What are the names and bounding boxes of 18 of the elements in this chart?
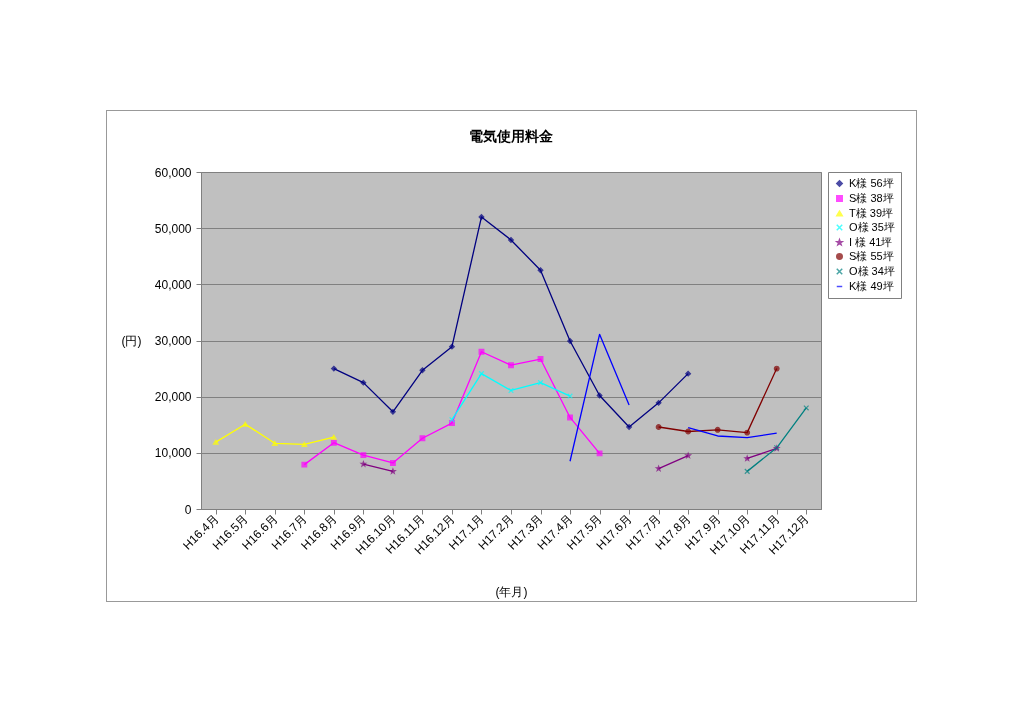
legend-label: K様 56坪 <box>849 176 894 189</box>
y-tick-label: 50,000 <box>154 221 192 236</box>
legend-label: S様 55坪 <box>849 249 894 262</box>
legend-label: O様 34坪 <box>849 264 895 277</box>
y-tick-label: 30,000 <box>154 334 192 348</box>
x-axis-title: (年月) <box>495 584 528 599</box>
y-tick-label: 10,000 <box>154 446 192 461</box>
legend-label: K様 49坪 <box>849 279 894 292</box>
y-axis-title: (円) <box>121 333 142 348</box>
legend-label: T様 39坪 <box>849 206 894 219</box>
y-tick-label: 60,000 <box>154 165 192 180</box>
legend-label: O様 35坪 <box>849 220 895 233</box>
legend-label: S様 38坪 <box>849 191 894 204</box>
y-tick-label: 40,000 <box>154 277 192 292</box>
y-tick-label: 0 <box>184 502 192 517</box>
legend-label: I 様 41坪 <box>849 235 893 248</box>
chart-title: 電気使用料金 <box>469 128 554 144</box>
y-tick-label: 20,000 <box>154 390 192 405</box>
